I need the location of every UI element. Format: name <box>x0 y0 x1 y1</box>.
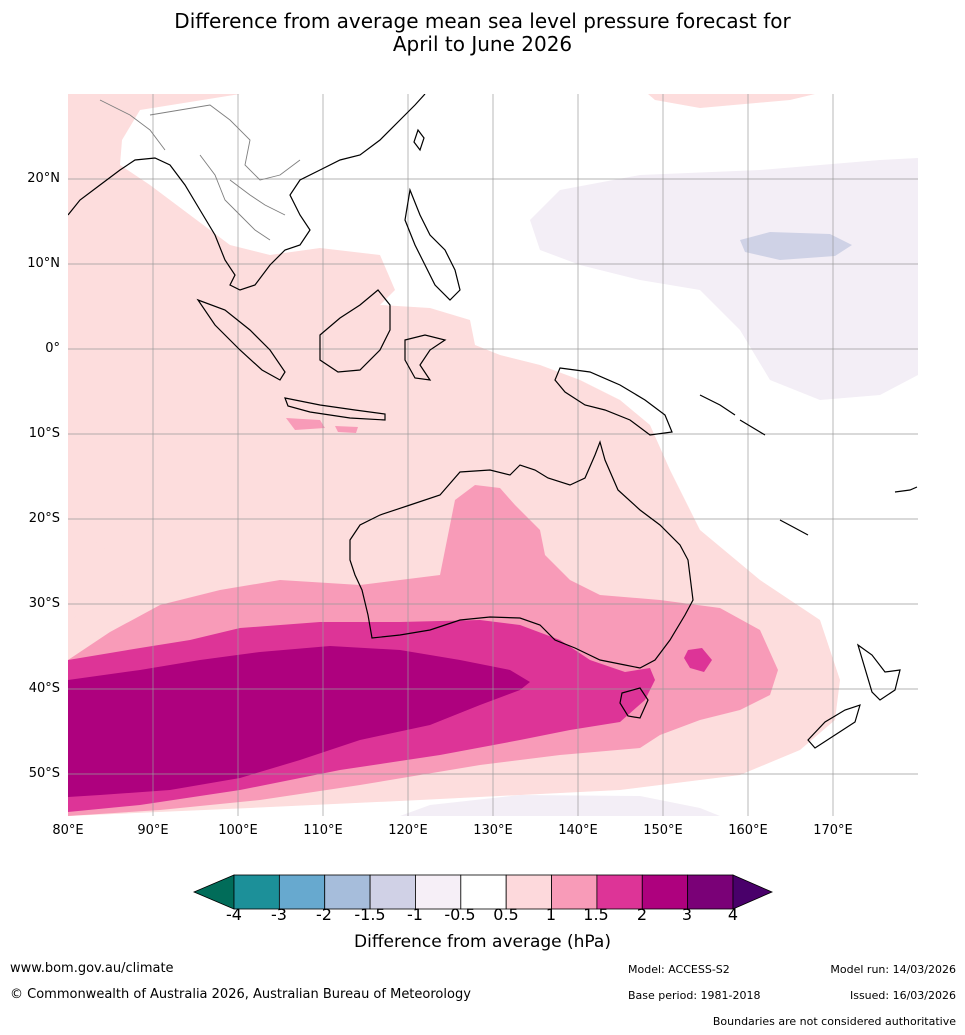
java-coast <box>284 397 386 421</box>
anomaly-band-neg-1-to-neg-1-5 <box>740 232 852 260</box>
new-caledonia <box>779 519 809 536</box>
anomaly-band-neg-0-5-to-neg-1 <box>530 158 918 400</box>
borneo-coast <box>319 289 391 373</box>
lon-label-140e: 140°E <box>558 823 598 838</box>
colorbar-tick-1-5: 1.5 <box>583 905 609 924</box>
sumatra-coast <box>196 298 286 381</box>
colorbar-cell <box>460 874 507 910</box>
new-zealand-coast <box>807 643 901 749</box>
colorbar-tick-neg1-5: -1.5 <box>354 905 386 924</box>
lon-label-160e: 160°E <box>728 823 768 838</box>
colorbar-label: Difference from average (hPa) <box>354 932 611 952</box>
lon-label-120e: 120°E <box>388 823 428 838</box>
colorbar-cell <box>641 874 689 910</box>
tasmania-coast <box>619 687 649 719</box>
anomaly-band-neg-0-5-south <box>400 795 720 816</box>
colorbar-tick-2: 2 <box>636 905 648 924</box>
colorbar-tick-neg0-5: -0.5 <box>444 905 476 924</box>
philippines-coast <box>404 187 461 301</box>
website-link[interactable]: www.bom.gov.au/climate <box>10 961 174 976</box>
colorbar-cell <box>233 874 280 910</box>
solomon-islands <box>699 394 766 436</box>
lon-label-110e: 110°E <box>303 823 343 838</box>
lat-label-0: 0° <box>45 341 60 356</box>
base-period: Base period: 1981-2018 <box>628 989 761 1002</box>
colorbar-tick-neg4: -4 <box>226 905 242 924</box>
colorbar-extend-low <box>192 874 235 910</box>
colorbar-cell <box>505 874 552 910</box>
graticule <box>68 94 918 816</box>
copyright-text: © Commonwealth of Australia 2026, Austra… <box>10 987 471 1002</box>
coastlines <box>68 94 918 749</box>
issued-date: Issued: 16/03/2026 <box>849 989 956 1002</box>
colorbar-extend-high <box>732 874 774 910</box>
lon-label-100e: 100°E <box>218 823 258 838</box>
lat-label-40s: 40°S <box>28 681 60 696</box>
sulawesi-coast <box>404 334 447 381</box>
colorbar <box>192 874 774 910</box>
lon-label-80e: 80°E <box>52 823 84 838</box>
anomaly-band-0-5-to-1-west <box>68 94 135 620</box>
boundaries-disclaimer: Boundaries are not considered authoritat… <box>712 1015 956 1028</box>
lat-label-10s: 10°S <box>28 426 60 441</box>
anomaly-band-0-5-to-1-indonesia <box>286 418 358 433</box>
lat-label-20n: 20°N <box>27 171 60 186</box>
anomaly-band-0-5-to-1-north <box>648 94 815 108</box>
colorbar-tick-neg3: -3 <box>271 905 287 924</box>
new-guinea-coast <box>554 367 673 436</box>
country-borders <box>99 99 301 241</box>
anomaly-band-1-5-to-2-east-cell <box>684 648 712 672</box>
title-line-1: Difference from average mean sea level p… <box>174 9 791 33</box>
colorbar-cell <box>324 874 371 910</box>
pressure-anomaly-map <box>68 94 918 816</box>
colorbar-cell <box>415 874 462 910</box>
lat-label-10n: 10°N <box>27 256 60 271</box>
lat-label-30s: 30°S <box>28 596 60 611</box>
colorbar-tick-3: 3 <box>681 905 693 924</box>
colorbar-cell <box>278 874 326 910</box>
taiwan-coast <box>413 128 425 152</box>
colorbar-tick-4: 4 <box>727 905 739 924</box>
model-name: Model: ACCESS-S2 <box>628 963 730 976</box>
colorbar-tick-neg1: -1 <box>407 905 423 924</box>
colorbar-tick-1: 1 <box>545 905 557 924</box>
colorbar-cell <box>551 874 598 910</box>
lat-label-20s: 20°S <box>28 511 60 526</box>
lon-label-90e: 90°E <box>137 823 169 838</box>
title-line-2: April to June 2026 <box>392 32 573 56</box>
anomaly-band-2-to-3 <box>68 646 530 797</box>
colorbar-tick-0-5: 0.5 <box>493 905 519 924</box>
colorbar-cell <box>596 874 643 910</box>
lon-label-150e: 150°E <box>643 823 683 838</box>
australia-coast <box>349 440 694 669</box>
fiji-islands <box>894 486 918 493</box>
colorbar-cell <box>687 874 734 910</box>
lat-label-50s: 50°S <box>28 766 60 781</box>
lon-label-130e: 130°E <box>473 823 513 838</box>
colorbar-tick-neg2: -2 <box>316 905 332 924</box>
map-title: Difference from average mean sea level p… <box>0 10 965 56</box>
lon-label-170e: 170°E <box>813 823 853 838</box>
asia-coast <box>68 94 426 291</box>
colorbar-cell <box>369 874 416 910</box>
model-run: Model run: 14/03/2026 <box>830 963 956 976</box>
